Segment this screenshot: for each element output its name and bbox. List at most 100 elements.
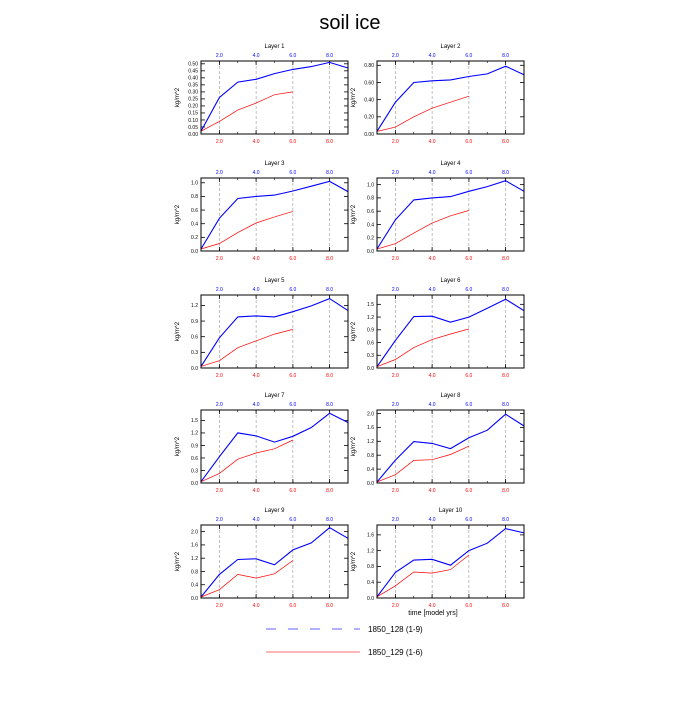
x-tick-label-top: 6.0 [465,170,472,176]
y-tick-label: 0.0 [191,249,198,255]
series-line-1850-128 [200,297,349,367]
x-tick-label-top: 6.0 [289,287,296,293]
y-tick-label: 0.4 [191,222,198,228]
series-line-1850-128 [376,65,525,132]
x-tick-label-bottom: 6.0 [465,603,472,609]
x-tick-label-bottom: 2.0 [216,256,223,262]
y-tick-label: 0.60 [364,80,374,86]
series-line-1850-129 [376,445,470,483]
y-tick-label: 2.0 [191,529,198,535]
x-tick-label-bottom: 2.0 [392,256,399,262]
x-tick-label-bottom: 8.0 [502,256,509,262]
panel-title: Layer 4 [440,161,461,167]
panel-layer-8: Layer 8 2.0 2.0 4.0 4.0 6.0 6.0 8.0 8.0 0.0 0.4 0.8… [351,393,525,494]
x-tick-label-bottom: 4.0 [429,488,436,494]
x-tick-label-top: 8.0 [326,287,333,293]
y-tick-label: 1.5 [191,418,198,424]
y-tick-label: 0.40 [188,76,198,82]
series-line-1850-129 [200,560,294,598]
panel-title: Layer 6 [440,278,461,284]
y-tick-label: 0.20 [188,104,198,110]
y-tick-label: 0.6 [191,208,198,214]
y-tick-label: 0.2 [191,235,198,241]
x-tick-label-bottom: 2.0 [392,488,399,494]
y-tick-label: 1.0 [191,181,198,187]
series-line-1850-129 [376,95,470,132]
x-tick-label-bottom: 6.0 [289,139,296,145]
y-tick-label: 0.25 [188,97,198,103]
x-tick-label-top: 6.0 [289,53,296,59]
y-tick-label: 0.40 [364,97,374,103]
y-axis-label: kg/m^2 [351,204,357,224]
panel-title: Layer 9 [264,508,285,514]
y-tick-label: 0.35 [188,83,198,89]
x-tick-label-top: 8.0 [502,402,509,408]
legend-item: 1850_129 (1-6) [266,648,423,657]
series-line-1850-128 [200,61,349,132]
y-tick-label: 0.4 [367,222,374,228]
y-axis-label: kg/m^2 [351,551,357,571]
panel-title: Layer 3 [264,161,285,167]
x-tick-label-bottom: 4.0 [429,603,436,609]
x-tick-label-bottom: 6.0 [465,139,472,145]
x-tick-label-bottom: 8.0 [502,603,509,609]
x-tick-label-top: 2.0 [392,402,399,408]
y-tick-label: 0.4 [367,580,374,586]
x-tick-label-top: 4.0 [429,402,436,408]
legend-label: 1850_129 (1-6) [368,648,423,657]
y-tick-label: 0.6 [367,340,374,346]
x-tick-label-bottom: 2.0 [216,603,223,609]
series-line-1850-128 [376,528,525,598]
x-tick-label-bottom: 8.0 [326,139,333,145]
x-tick-label-top: 6.0 [289,517,296,523]
x-tick-label-bottom: 4.0 [253,488,260,494]
x-tick-label-bottom: 4.0 [429,256,436,262]
x-tick-label-bottom: 6.0 [289,603,296,609]
y-tick-label: 1.2 [367,315,374,321]
series-line-1850-128 [376,413,525,483]
x-tick-label-bottom: 4.0 [429,373,436,379]
y-tick-label: 0.10 [188,118,198,124]
x-tick-label-bottom: 8.0 [502,373,509,379]
x-tick-label-bottom: 8.0 [326,488,333,494]
y-tick-label: 0.9 [191,319,198,325]
y-tick-label: 1.6 [367,533,374,539]
y-tick-label: 0.0 [367,481,374,487]
x-tick-label-top: 6.0 [465,287,472,293]
x-tick-label-bottom: 6.0 [465,488,472,494]
y-tick-label: 0.6 [367,209,374,215]
x-tick-label-top: 4.0 [253,517,260,523]
x-tick-label-top: 6.0 [289,170,296,176]
panel-layer-2: Layer 2 2.0 2.0 4.0 4.0 6.0 6.0 8.0 8.0 0.00 0.20 0… [351,44,525,145]
panel-title: Layer 5 [264,278,285,284]
panel-layer-3: Layer 3 2.0 2.0 4.0 4.0 6.0 6.0 8.0 8.0 0.0 0.2 0.4… [175,161,349,262]
y-tick-label: 0.4 [191,583,198,589]
legend: 1850_128 (1-9) 1850_129 (1-6) [266,625,423,657]
y-axis-label: kg/m^2 [175,321,181,341]
series-line-1850-129 [200,91,293,132]
panel-layer-9: Layer 9 2.0 2.0 4.0 4.0 6.0 6.0 8.0 8.0 0.0 0.4 0.8… [175,508,349,609]
y-tick-label: 0.8 [367,564,374,570]
panel-title: Layer 2 [440,44,461,50]
y-tick-label: 0.0 [367,249,374,255]
x-tick-label-bottom: 4.0 [253,256,260,262]
y-axis-label: kg/m^2 [175,87,181,107]
x-tick-label-top: 4.0 [429,517,436,523]
x-tick-label-bottom: 2.0 [216,139,223,145]
y-tick-label: 0.6 [191,335,198,341]
panel-frame [200,177,349,252]
y-tick-label: 2.0 [367,411,374,417]
series-line-1850-129 [200,329,293,367]
y-tick-label: 0.0 [191,481,198,487]
y-tick-label: 0.3 [191,468,198,474]
x-tick-label-bottom: 4.0 [253,603,260,609]
y-tick-label: 0.0 [367,596,374,602]
x-tick-label-top: 6.0 [289,402,296,408]
legend-label: 1850_128 (1-9) [368,625,423,634]
x-tick-label-top: 8.0 [502,170,509,176]
y-tick-label: 1.5 [367,302,374,308]
panel-frame [376,294,525,369]
y-tick-label: 0.9 [367,328,374,334]
x-tick-label-top: 2.0 [392,517,399,523]
